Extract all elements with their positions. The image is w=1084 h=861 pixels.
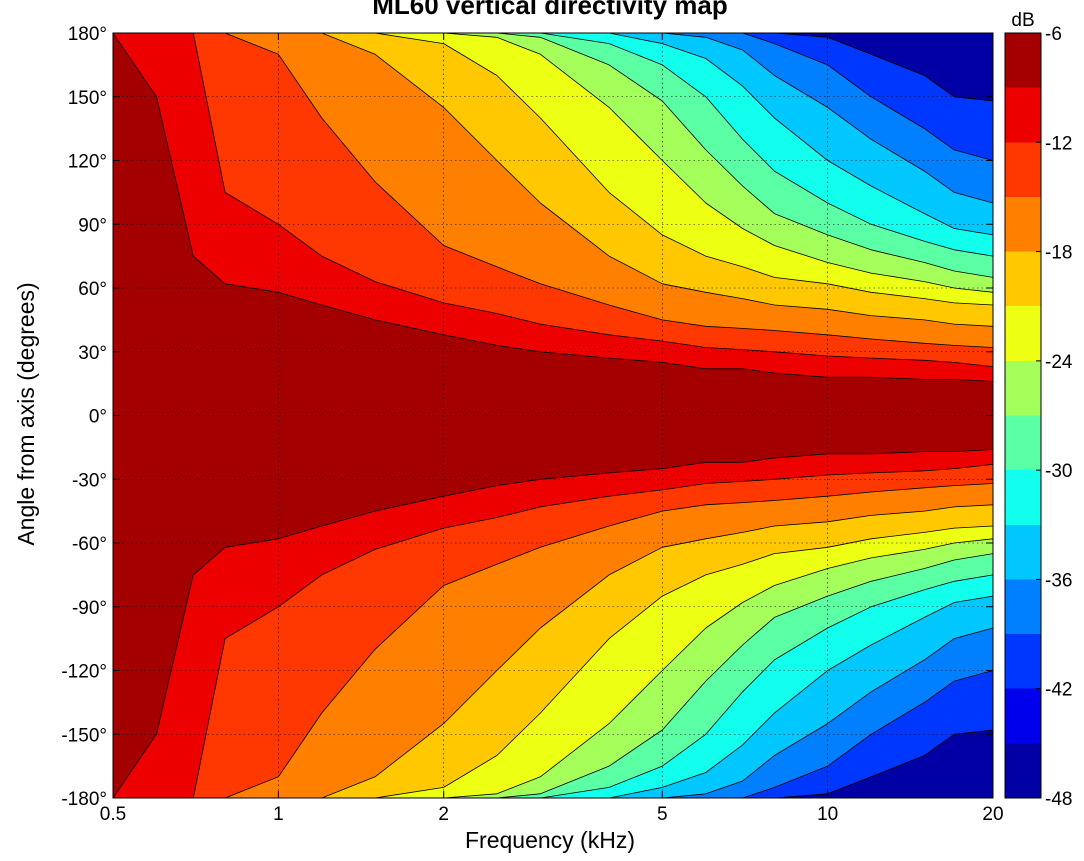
colorbar-tick-label: -24 xyxy=(1045,352,1073,373)
y-tick-label: -90° xyxy=(72,598,107,619)
colorbar-tick-label: -42 xyxy=(1045,680,1072,701)
x-axis-ticks: 0.5 1 2 5 10 20 xyxy=(100,33,1004,825)
y-tick-label: 120° xyxy=(68,152,107,173)
y-tick-label: 180° xyxy=(68,24,107,45)
plot-area xyxy=(113,33,993,798)
x-axis-label: Frequency (kHz) xyxy=(465,827,635,853)
colorbar-tick-label: -18 xyxy=(1045,243,1072,264)
x-tick-label: 2 xyxy=(438,804,449,825)
colorbar-tick-label: -36 xyxy=(1045,570,1072,591)
y-tick-label: 60° xyxy=(78,279,107,300)
y-tick-label: -180° xyxy=(61,789,107,810)
y-tick-label: 30° xyxy=(78,343,107,364)
y-tick-label: 0° xyxy=(89,407,107,428)
colorbar-tick-label: -6 xyxy=(1045,24,1062,45)
colorbar-tick-label: -48 xyxy=(1045,789,1072,810)
y-tick-label: 150° xyxy=(68,88,107,109)
colorbar-scale xyxy=(1004,32,1042,799)
y-axis-label: Angle from axis (degrees) xyxy=(13,282,39,545)
colorbar-tick-label: -12 xyxy=(1045,133,1072,154)
grid-lines xyxy=(113,33,993,798)
y-tick-label: -30° xyxy=(72,470,107,491)
colorbar-ticks: -6 -12 -18 -24 -30 -36 -42 -48 xyxy=(1036,24,1073,810)
colorbar-tick-label: -30 xyxy=(1045,461,1072,482)
x-tick-label: 5 xyxy=(657,804,668,825)
y-tick-label: 90° xyxy=(78,215,107,236)
y-tick-label: -60° xyxy=(72,534,107,555)
chart-title: ML60 vertical directivity map xyxy=(372,0,727,20)
y-tick-label: -120° xyxy=(61,662,107,683)
contour-bands xyxy=(113,33,993,798)
y-axis-ticks: 180° 150° 120° 90° 60° 30° 0° -30° -60° -90° -120°… xyxy=(61,24,993,810)
x-tick-label: 20 xyxy=(982,804,1003,825)
x-tick-label: 1 xyxy=(273,804,284,825)
y-tick-label: -150° xyxy=(61,725,107,746)
x-tick-label: 10 xyxy=(817,804,838,825)
contour-band-9db xyxy=(113,33,993,798)
colorbar-unit-label: dB xyxy=(1011,10,1034,31)
x-tick-label: 0.5 xyxy=(100,804,126,825)
colorbar: dB -6 -12 -18 -24 -30 -36 -42 -48 xyxy=(1004,10,1073,810)
